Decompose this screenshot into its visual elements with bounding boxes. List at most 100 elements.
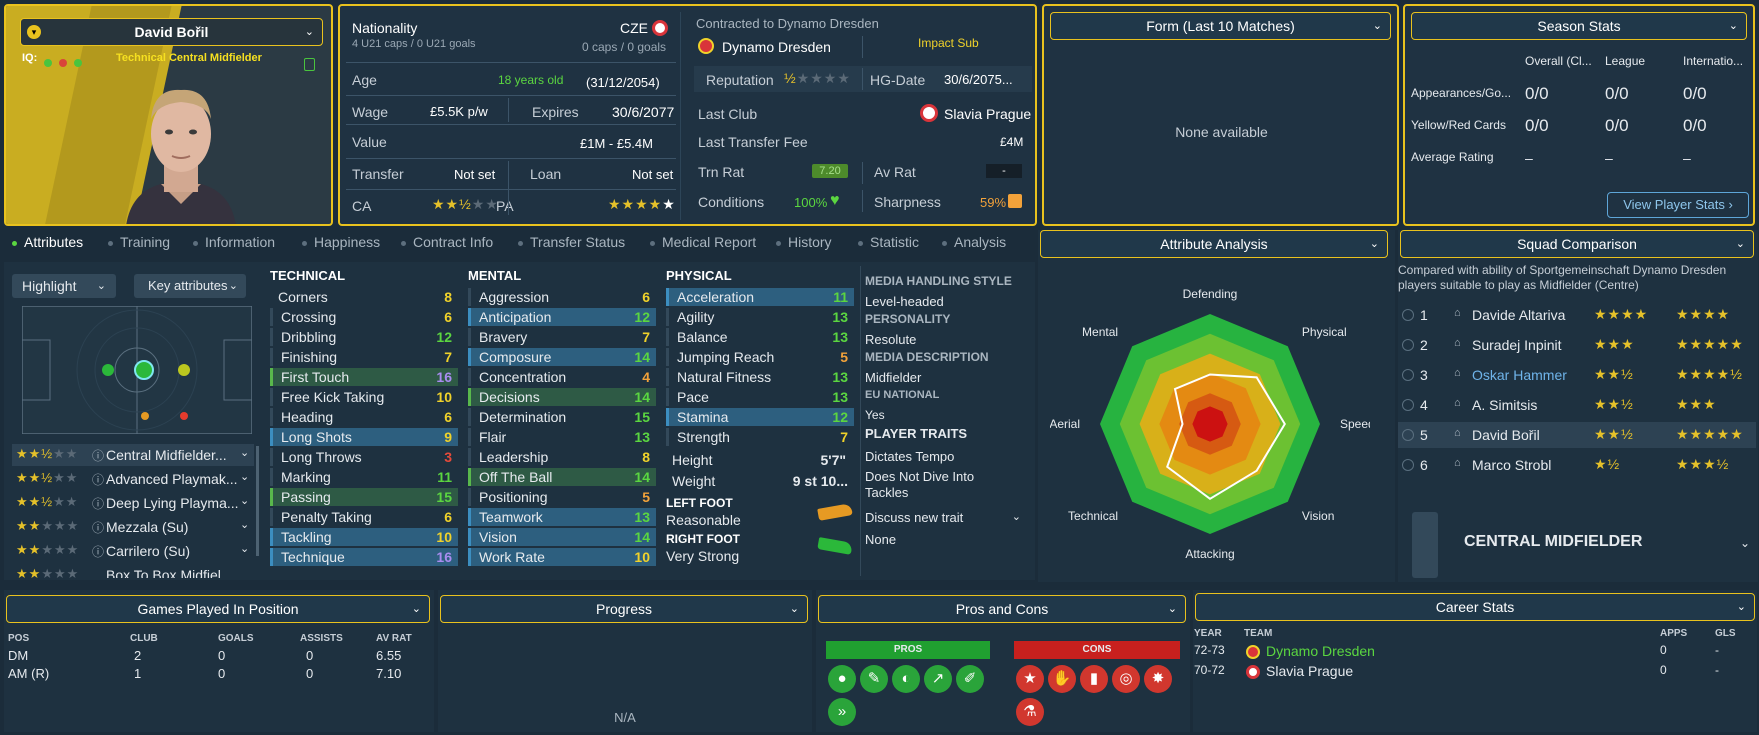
career-cell[interactable]: Slavia Prague (1266, 663, 1354, 679)
con-target-icon[interactable]: ◎ (1112, 665, 1140, 693)
player-name-dropdown[interactable]: ▾ David Bořil ⌄ (20, 18, 323, 46)
role-row[interactable]: ★★★★★ ⓘ Carrilero (Su) ⌄ (16, 542, 250, 559)
tab-transfer-status[interactable]: Transfer Status (518, 234, 625, 250)
attribute-row[interactable]: Anticipation 12 (468, 308, 656, 326)
progress-dropdown[interactable]: Progress ⌄ (440, 595, 808, 623)
squad-player-row[interactable]: 3 ⌂ Oskar Hammer ★★½ ★★★★½ (1398, 362, 1756, 388)
chevron-down-icon[interactable]: ⌄ (1740, 536, 1751, 550)
games-col-header[interactable]: POS (8, 633, 30, 644)
form-dropdown[interactable]: Form (Last 10 Matches) ⌄ (1050, 12, 1391, 40)
career-cell[interactable]: Dynamo Dresden (1266, 643, 1375, 659)
attribute-row[interactable]: Flair 13 (468, 428, 656, 446)
career-col-header[interactable]: YEAR (1194, 628, 1222, 639)
role-row[interactable]: ★★½★★ ⓘ Deep Lying Playma... ⌄ (16, 494, 250, 511)
attribute-analysis-dropdown[interactable]: Attribute Analysis ⌄ (1040, 230, 1388, 258)
attribute-row[interactable]: Decisions 14 (468, 388, 656, 406)
con-burst-icon[interactable]: ✸ (1144, 665, 1172, 693)
pro-ball-icon[interactable]: ◐ (892, 665, 920, 693)
attribute-row[interactable]: Acceleration 11 (666, 288, 854, 306)
radio-icon[interactable] (1402, 369, 1414, 381)
radio-icon[interactable] (1402, 429, 1414, 441)
career-col-header[interactable]: TEAM (1244, 628, 1273, 639)
attribute-row[interactable]: Passing 15 (270, 488, 458, 506)
role-row[interactable]: ★★½★★ ⓘ Central Midfielder... ⌄ (12, 444, 254, 466)
radio-icon[interactable] (1402, 459, 1414, 471)
attribute-row[interactable]: Stamina 12 (666, 408, 854, 426)
games-col-header[interactable]: CLUB (130, 633, 158, 644)
attribute-row[interactable]: Work Rate 10 (468, 548, 656, 566)
attribute-row[interactable]: Agility 13 (666, 308, 854, 326)
tab-contract-info[interactable]: Contract Info (401, 234, 493, 250)
attribute-row[interactable]: Determination 15 (468, 408, 656, 426)
attribute-row[interactable]: Heading 6 (270, 408, 458, 426)
role-row[interactable]: ★★★★★ ⓘ Mezzala (Su) ⌄ (16, 518, 250, 535)
radio-icon[interactable] (1402, 309, 1414, 321)
tab-attributes[interactable]: Attributes (12, 234, 83, 250)
tab-training[interactable]: Training (108, 234, 170, 250)
attribute-row[interactable]: Bravery 7 (468, 328, 656, 346)
career-stats-dropdown[interactable]: Career Stats ⌄ (1195, 593, 1755, 621)
attribute-row[interactable]: Jumping Reach 5 (666, 348, 854, 366)
attribute-row[interactable]: Concentration 4 (468, 368, 656, 386)
highlight-dropdown[interactable]: Highlight ⌄ (12, 274, 116, 298)
games-played-dropdown[interactable]: Games Played In Position ⌄ (6, 595, 430, 623)
roles-scrollbar[interactable] (256, 446, 259, 556)
attribute-row[interactable]: Balance 13 (666, 328, 854, 346)
radio-icon[interactable] (1402, 399, 1414, 411)
con-flask-icon[interactable]: ⚗ (1016, 698, 1044, 726)
attribute-row[interactable]: Positioning 5 (468, 488, 656, 506)
attribute-row[interactable]: Penalty Taking 6 (270, 508, 458, 526)
club-name[interactable]: Dynamo Dresden (722, 39, 831, 55)
attribute-row[interactable]: Composure 14 (468, 348, 656, 366)
attribute-row[interactable]: Natural Fitness 13 (666, 368, 854, 386)
tab-information[interactable]: Information (193, 234, 275, 250)
attribute-row[interactable]: Vision 14 (468, 528, 656, 546)
attribute-row[interactable]: Pace 13 (666, 388, 854, 406)
pro-trend-icon[interactable]: ↗ (924, 665, 952, 693)
attribute-row[interactable]: Dribbling 12 (270, 328, 458, 346)
games-col-header[interactable]: GOALS (218, 633, 254, 644)
games-col-header[interactable]: AV RAT (376, 633, 412, 644)
pro-brain-icon[interactable]: ● (828, 665, 856, 693)
attribute-row[interactable]: Leadership 8 (468, 448, 656, 466)
tab-medical-report[interactable]: Medical Report (650, 234, 756, 250)
con-hand-icon[interactable]: ✋ (1048, 665, 1076, 693)
squad-player-row[interactable]: 1 ⌂ Davide Altariva ★★★★ ★★★★ (1398, 302, 1756, 328)
radio-icon[interactable] (1402, 339, 1414, 351)
attribute-row[interactable]: Teamwork 13 (468, 508, 656, 526)
tab-statistic[interactable]: Statistic (858, 234, 919, 250)
attribute-row[interactable]: Finishing 7 (270, 348, 458, 366)
games-col-header[interactable]: ASSISTS (300, 633, 343, 644)
squad-player-row[interactable]: 6 ⌂ Marco Strobl ★½ ★★★½ (1398, 452, 1756, 478)
discuss-trait-dropdown[interactable]: Discuss new trait ⌄ (865, 510, 1025, 525)
role-row[interactable]: ★★½★★ ⓘ Advanced Playmak... ⌄ (16, 470, 250, 487)
attribute-row[interactable]: Aggression 6 (468, 288, 656, 306)
career-col-header[interactable]: APPS (1660, 628, 1688, 639)
squad-player-row[interactable]: 2 ⌂ Suradej Inpinit ★★★ ★★★★★ (1398, 332, 1756, 358)
last-club-value[interactable]: Slavia Prague (944, 106, 1032, 122)
trait-item[interactable]: Dictates Tempo (865, 449, 955, 464)
pro-pencil-icon[interactable]: ✐ (956, 665, 984, 693)
squad-comparison-dropdown[interactable]: Squad Comparison ⌄ (1400, 230, 1754, 258)
season-stats-dropdown[interactable]: Season Stats ⌄ (1411, 12, 1747, 40)
attribute-row[interactable]: Free Kick Taking 10 (270, 388, 458, 406)
role-row[interactable]: ★★★★★ Box To Box Midfiel... (12, 564, 254, 578)
squad-player-row[interactable]: 4 ⌂ A. Simitsis ★★½ ★★★ (1398, 392, 1756, 418)
attribute-row[interactable]: Marking 11 (270, 468, 458, 486)
pro-boots-icon[interactable]: » (828, 698, 856, 726)
position-pitch[interactable] (22, 306, 252, 434)
tab-happiness[interactable]: Happiness (302, 234, 380, 250)
pros-cons-dropdown[interactable]: Pros and Cons ⌄ (818, 595, 1186, 623)
attribute-row[interactable]: Off The Ball 14 (468, 468, 656, 486)
view-player-stats-button[interactable]: View Player Stats › (1607, 192, 1749, 218)
tab-history[interactable]: History (776, 234, 832, 250)
con-card-icon[interactable]: ▮ (1080, 665, 1108, 693)
attribute-row[interactable]: Strength 7 (666, 428, 854, 446)
trait-item[interactable]: Does Not Dive Into Tackles (865, 469, 975, 500)
key-attributes-dropdown[interactable]: Key attributes ⌄ (134, 274, 246, 298)
attribute-row[interactable]: Long Throws 3 (270, 448, 458, 466)
attribute-row[interactable]: Tackling 10 (270, 528, 458, 546)
attribute-row[interactable]: Corners 8 (270, 288, 458, 306)
clipboard-icon[interactable] (304, 58, 315, 71)
pro-wrench-icon[interactable]: ✎ (860, 665, 888, 693)
